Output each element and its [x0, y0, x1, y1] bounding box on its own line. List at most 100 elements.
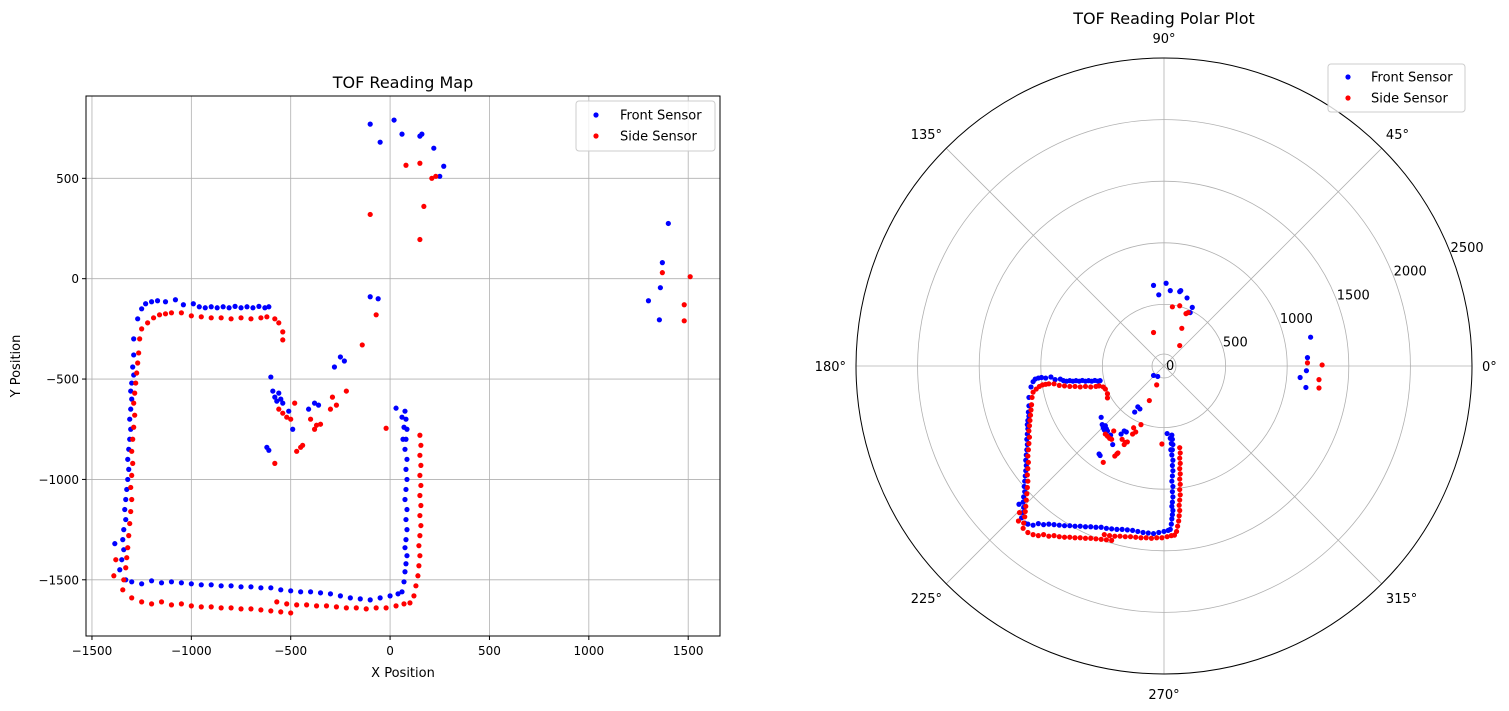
side-sensor-point — [133, 380, 139, 386]
front-sensor-point — [401, 579, 407, 585]
polar-front-sensor-point — [1150, 372, 1157, 379]
side-sensor-point — [373, 312, 379, 318]
polar-side-sensor-point — [1088, 535, 1094, 541]
side-sensor-point — [135, 360, 141, 366]
side-sensor-point — [284, 414, 290, 420]
side-sensor-point — [417, 492, 423, 499]
polar-front-sensor-point — [1016, 501, 1022, 507]
polar-side-sensor-point — [1109, 537, 1115, 543]
polar-outer-ring — [855, 57, 1473, 675]
front-sensor-point — [665, 220, 671, 227]
polar-front-sensor-point — [1178, 288, 1184, 294]
map-legend-front-marker — [593, 112, 599, 118]
front-sensor-point — [278, 396, 284, 402]
polar-front-sensor-point — [1145, 530, 1151, 536]
front-sensor-point — [148, 299, 155, 305]
map-x-tick-label: 0 — [386, 644, 394, 658]
polar-side-sensor-point — [1177, 481, 1183, 487]
front-sensor-point — [286, 408, 292, 414]
side-sensor-point — [276, 406, 282, 412]
polar-side-sensor-point — [1179, 325, 1185, 331]
front-sensor-point — [399, 131, 405, 137]
front-sensor-point — [143, 301, 149, 307]
front-sensor-point — [399, 589, 405, 595]
polar-front-sensor-point — [1088, 524, 1094, 530]
polar-front-sensor-point — [1169, 516, 1175, 522]
polar-front-sensor-point — [1040, 522, 1047, 528]
side-sensor-point — [311, 426, 318, 432]
side-sensor-point — [188, 603, 194, 609]
side-sensor-point — [178, 601, 184, 607]
side-sensor-point — [158, 599, 165, 605]
side-sensor-point — [131, 400, 137, 406]
polar-radial-ticks: 0 500 1000 1500 2000 2500 — [1166, 241, 1484, 374]
side-sensor-point — [139, 326, 145, 332]
polar-side-sensor-point — [1101, 531, 1107, 538]
front-sensor-point — [248, 584, 254, 590]
polar-side-sensor-point — [1020, 525, 1026, 531]
front-sensor-point — [128, 388, 134, 394]
front-sensor-point — [238, 584, 244, 590]
side-sensor-point — [367, 211, 373, 218]
front-sensor-point — [244, 304, 250, 310]
front-sensor-point — [393, 405, 399, 411]
polar-side-sensor-point — [1088, 384, 1094, 390]
front-sensor-point — [401, 424, 407, 430]
polar-side-sensor-point — [1056, 534, 1062, 540]
side-sensor-point — [307, 416, 314, 422]
side-sensor-point — [129, 595, 135, 601]
polar-r-tick-label: 2500 — [1451, 241, 1484, 256]
front-sensor-point — [125, 476, 131, 483]
polar-front-sensor-point — [1135, 528, 1141, 535]
polar-ring — [978, 180, 1350, 552]
polar-front-sensor-point — [1303, 384, 1309, 391]
front-sensor-point — [272, 394, 278, 400]
map-x-tick-label: −500 — [274, 644, 307, 658]
polar-side-sensor-point — [1169, 304, 1175, 310]
side-sensor-point — [313, 603, 320, 609]
polar-side-sensor-point — [1177, 471, 1183, 477]
polar-front-sensor-point — [1303, 368, 1310, 374]
polar-front-sensor-point — [1030, 522, 1036, 528]
polar-theta-tick-label: 270° — [1148, 688, 1179, 703]
polar-side-sensor-point — [1124, 439, 1130, 445]
polar-theta-tick-label: 135° — [911, 128, 942, 143]
side-sensor-point — [363, 606, 369, 612]
side-sensor-point — [418, 462, 424, 468]
side-sensor-point — [258, 315, 264, 321]
side-sensor-point — [248, 316, 254, 322]
polar-front-sensor-point — [1170, 483, 1176, 490]
polar-side-sensor-point — [1046, 533, 1052, 539]
polar-front-sensor-point — [1156, 529, 1162, 536]
side-sensor-point — [333, 402, 340, 408]
front-sensor-point — [657, 285, 663, 291]
polar-side-sensor-point — [1177, 303, 1183, 309]
polar-side-sensor-point — [1112, 533, 1118, 539]
polar-front-sensor-point — [1038, 374, 1045, 381]
polar-side-sensor-point — [1025, 453, 1031, 459]
polar-side-sensor-point — [1159, 535, 1165, 541]
map-y-tick-label: 500 — [56, 172, 79, 186]
side-sensor-point — [280, 410, 286, 416]
polar-side-sensor-point — [1025, 478, 1031, 484]
side-sensor-point — [272, 316, 278, 322]
front-sensor-point — [121, 527, 127, 533]
polar-side-sensor-point — [1027, 417, 1033, 424]
front-sensor-point — [117, 567, 123, 573]
polar-side-sensor-point — [1082, 383, 1089, 390]
polar-spoke — [945, 147, 1165, 367]
side-sensor-point — [268, 608, 274, 614]
front-sensor-point — [307, 589, 314, 595]
polar-front-sensor-point — [1168, 447, 1174, 453]
polar-front-sensor-point — [1170, 457, 1176, 463]
polar-front-sensor-point — [1103, 525, 1110, 531]
polar-front-sensor-point — [1056, 522, 1062, 528]
side-sensor-point — [111, 573, 117, 579]
polar-legend: Front Sensor Side Sensor — [1327, 63, 1466, 113]
side-sensor-point — [294, 602, 300, 608]
polar-side-sensor-point — [1072, 535, 1078, 541]
front-sensor-point — [337, 354, 343, 360]
front-sensor-point — [218, 583, 224, 589]
polar-front-sensor-point — [1156, 292, 1162, 298]
side-sensor-point — [188, 313, 194, 319]
